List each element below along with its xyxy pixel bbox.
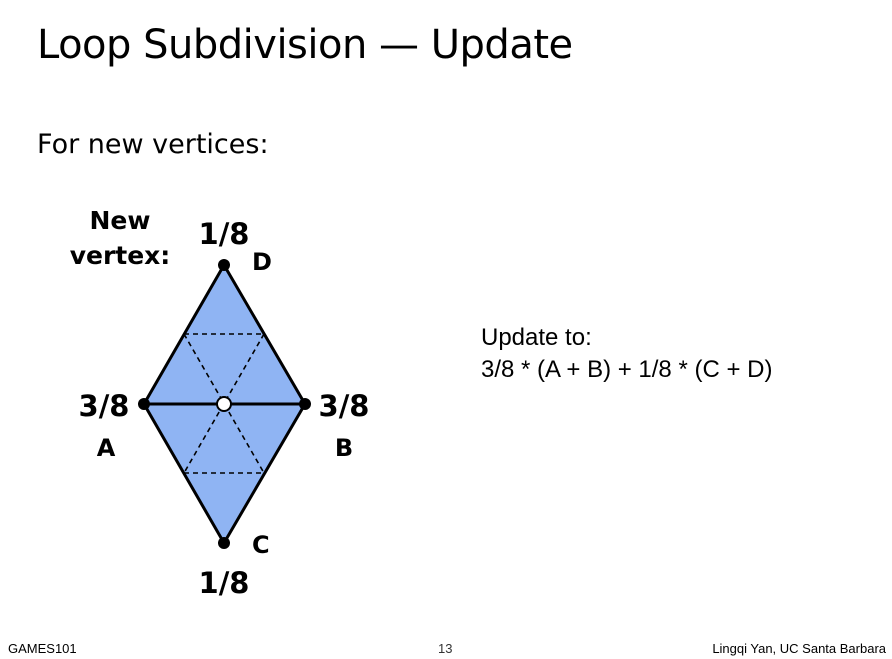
- weight-c: 1/8: [199, 566, 250, 600]
- vertex-c: [218, 537, 230, 549]
- update-rule: Update to: 3/8 * (A + B) + 1/8 * (C + D): [481, 322, 772, 386]
- weight-b: 3/8: [319, 389, 370, 423]
- loop-subdivision-diagram: New vertex: 1/8 D 3/8 A 3/8 B C 1/8: [70, 206, 370, 600]
- label-b: B: [335, 434, 353, 462]
- label-a: A: [97, 434, 116, 462]
- slide-subtitle: For new vertices:: [37, 129, 269, 160]
- vertex-a: [138, 398, 150, 410]
- footer-author: Lingqi Yan, UC Santa Barbara: [712, 641, 886, 656]
- new-vertex: [216, 396, 232, 412]
- weight-a: 3/8: [79, 389, 130, 423]
- new-vertex-label-line2: vertex:: [70, 241, 171, 270]
- slide-title: Loop Subdivision — Update: [37, 22, 573, 68]
- update-rule-formula: 3/8 * (A + B) + 1/8 * (C + D): [481, 356, 773, 383]
- new-vertex-label-line1: New: [90, 206, 151, 235]
- label-d: D: [252, 248, 272, 276]
- label-c: C: [252, 531, 270, 559]
- weight-d: 1/8: [199, 217, 250, 251]
- update-rule-heading: Update to:: [481, 324, 592, 351]
- page-number: 13: [438, 641, 453, 656]
- vertex-d: [218, 259, 230, 271]
- dashed-edges: [183, 333, 265, 474]
- footer-course: GAMES101: [8, 641, 77, 656]
- vertex-b: [299, 398, 311, 410]
